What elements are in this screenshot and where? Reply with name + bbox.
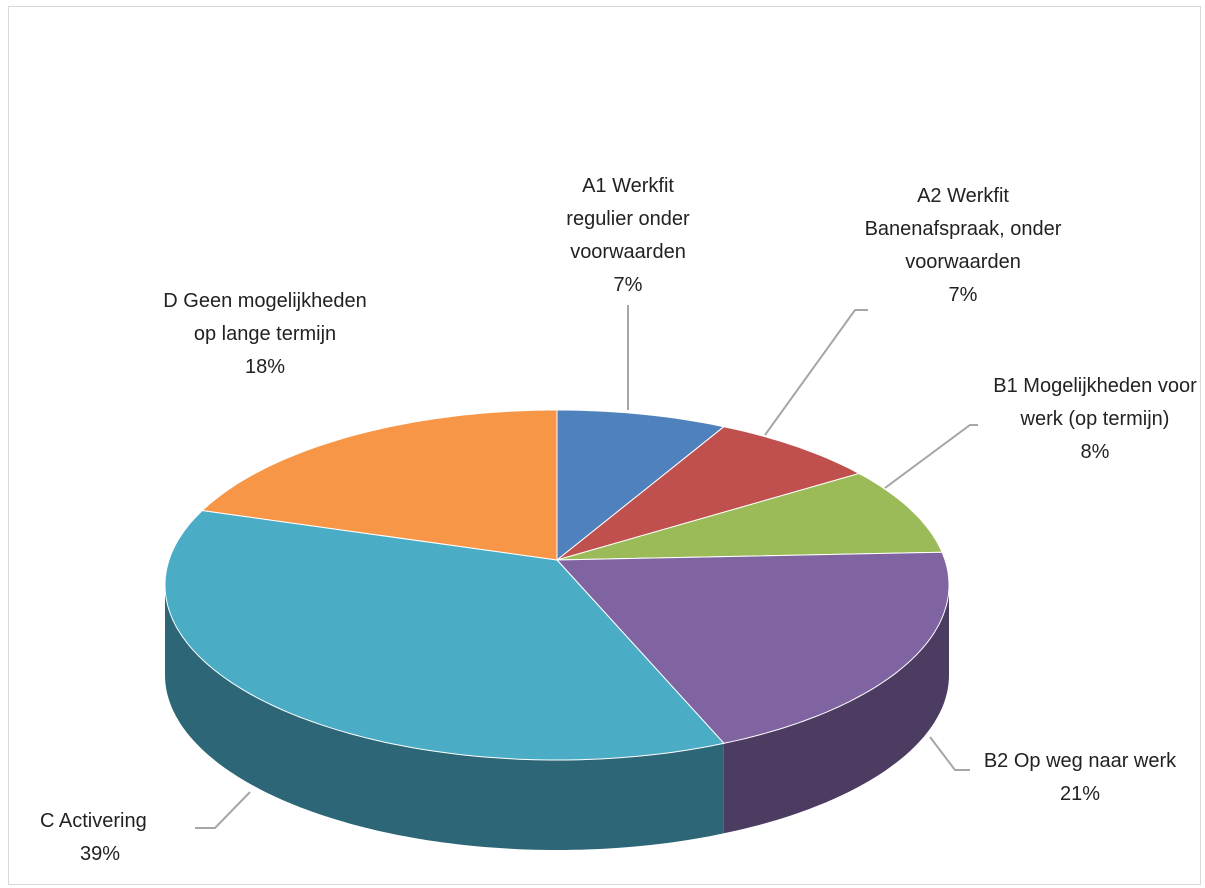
slice <box>164 509 725 761</box>
slice-side <box>723 585 949 834</box>
label-name: D Geen mogelijkheden op lange termijn <box>163 290 367 345</box>
slice <box>201 409 558 561</box>
label-name: B2 Op weg naar werk <box>983 750 1177 772</box>
label-name: C Activering <box>40 810 147 832</box>
slice <box>556 472 943 561</box>
label-percent: 39% <box>80 843 121 865</box>
label-name: A2 Werkfit Banenafspraak, onder voorwaar… <box>864 185 1062 273</box>
label-percent: 21% <box>1059 783 1101 805</box>
label-name: A1 Werkfit regulier onder voorwaarden <box>566 175 690 263</box>
label-percent: 8% <box>1080 441 1110 463</box>
leader-line <box>764 309 868 436</box>
data-label: A2 Werkfit Banenafspraak, onder voorwaar… <box>863 180 1063 312</box>
data-label: D Geen mogelijkheden op lange termijn 18% <box>150 285 380 384</box>
data-label: C Activering 39% <box>40 805 200 871</box>
label-percent: 7% <box>613 274 643 296</box>
label-name: B1 Mogelijkheden voor werk (op termijn) <box>993 375 1197 430</box>
leader-line <box>929 736 970 771</box>
leader-line <box>884 424 978 489</box>
label-percent: 18% <box>244 356 286 378</box>
data-label: B2 Op weg naar werk 21% <box>960 745 1200 811</box>
slice <box>555 551 950 744</box>
slice <box>556 426 861 561</box>
label-percent: 7% <box>948 284 978 306</box>
slice-side <box>165 585 724 850</box>
leader-line <box>195 791 251 829</box>
slice <box>556 409 726 562</box>
data-label: B1 Mogelijkheden voor werk (op termijn) 8… <box>985 370 1205 469</box>
data-label: A1 Werkfit regulier onder voorwaarden 7% <box>548 170 708 302</box>
